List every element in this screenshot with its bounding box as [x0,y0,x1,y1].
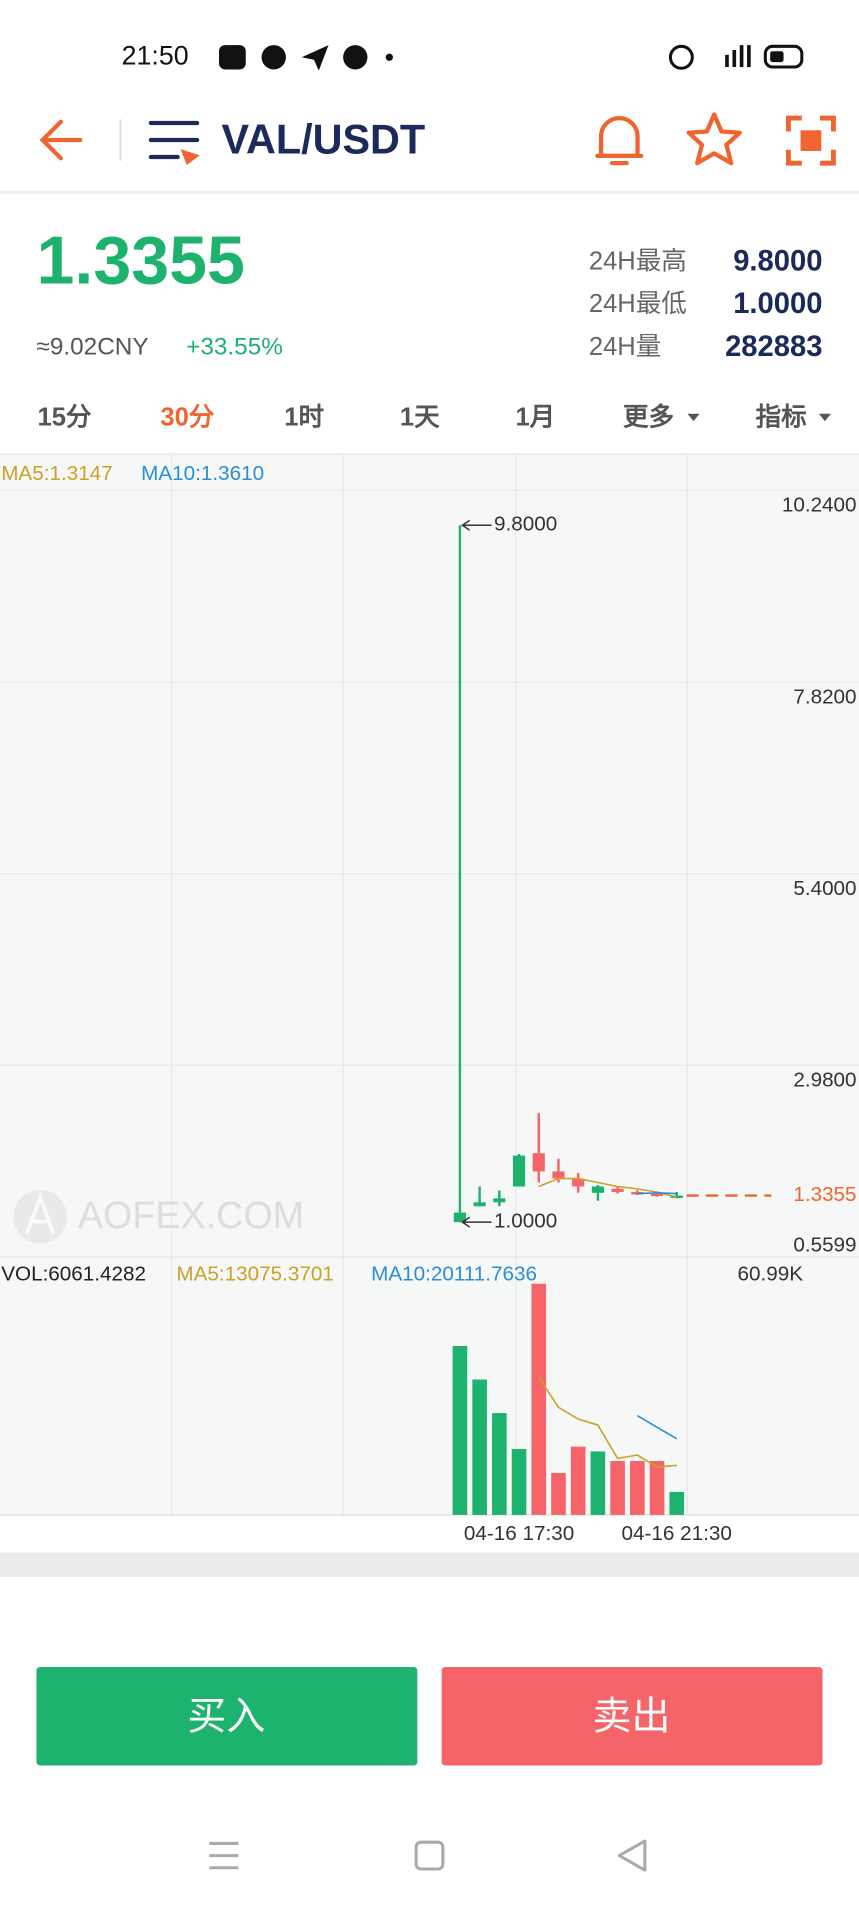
candle-body [493,1198,506,1203]
volume-bar [452,1346,468,1515]
volume-bar [551,1472,566,1515]
sell-button[interactable] [441,1666,823,1766]
volume-bar [630,1461,645,1515]
back-button[interactable] [39,119,83,161]
alert-button[interactable] [595,116,644,166]
min-label: 1.0000 [494,1210,557,1233]
volume-bar [649,1461,665,1515]
timeframe-tab[interactable]: 指标 [756,402,807,431]
charts: 10.2400 7.8200 5.4000 2.9800 0.5599 04-16 17:… [0,462,859,1545]
candle-body [453,1212,467,1223]
candle-body [552,1171,565,1179]
legend-entry: MA10:20111.7636 [371,1263,537,1286]
nav-bar [209,1839,647,1872]
x-tick-label: 04-16 17:30 [464,1522,574,1545]
buy-button[interactable] [36,1666,418,1766]
legend-entry: MA5:1.3147 [1,462,112,485]
x-tick-label: 04-16 21:30 [622,1522,732,1545]
timeframe-tab[interactable]: 更多 [623,403,674,431]
candle-body [532,1153,545,1172]
volume-bar [570,1446,586,1515]
ma-line [538,1376,677,1468]
watermark: AOFEX.COM [78,1194,304,1236]
volume-bar [472,1379,487,1515]
ma-line [637,1192,677,1195]
ma-line [538,1177,677,1198]
v-grid [170,453,689,1517]
min-label-arrow [461,1216,492,1228]
max-label: 9.8000 [494,513,557,536]
y-tick-label: 60.99K [737,1263,803,1286]
sell-label: 卖出 [593,1696,671,1739]
timeframe-tab[interactable]: 1天 [400,403,440,431]
scan-button[interactable] [785,115,836,166]
max-label-arrow [461,519,492,531]
legend-entry: MA10:1.3610 [141,462,264,485]
candle-body [611,1188,624,1193]
volume-bar [531,1283,547,1515]
volume-bar [610,1461,625,1515]
candle-body [512,1155,526,1187]
status-time: 21:50 [122,40,189,70]
section-divider [0,1552,859,1577]
menu-button[interactable] [148,120,200,166]
stat-label: 24H量 [589,333,661,361]
last-price: 1.3355 [37,222,245,298]
stat-value: 282883 [725,331,822,363]
timeframe-tab[interactable]: 15分 [38,403,92,431]
last-price-label: 1.3355 [793,1183,856,1206]
stat-value: 9.8000 [733,246,822,278]
stat-label: 24H最低 [589,290,687,318]
pair-title: VAL/USDT [221,116,425,162]
chart-area [0,453,859,1517]
candle-body [473,1202,486,1207]
watermark-logo [13,1190,67,1244]
volume-bar [492,1413,507,1515]
stat-value: 1.0000 [733,288,822,320]
timeframe-tab[interactable]: 1时 [284,403,324,431]
volume-bar [511,1449,527,1515]
candle-body [572,1178,585,1187]
y-tick-label: 10.2400 [782,494,857,517]
stat-label: 24H最高 [589,248,687,276]
legend-entry: MA5:13075.3701 [176,1263,333,1286]
candle-body [591,1186,604,1193]
volume-bar [590,1451,606,1515]
timeframe-tab[interactable]: 30分 [160,403,214,431]
buy-label: 买入 [187,1696,265,1739]
price-change: +33.55% [186,333,283,360]
y-tick-label: 2.9800 [793,1069,856,1092]
favorite-button[interactable] [686,112,742,166]
timeframe-tab[interactable]: 1月 [515,403,555,431]
candle-body [650,1193,664,1197]
y-tick-label: 0.5599 [793,1233,856,1256]
cny-price: ≈9.02CNY [37,333,149,360]
y-tick-label: 7.8200 [793,685,856,708]
status-icons [219,44,804,71]
volume-title: VOL:6061.4282 [1,1263,146,1286]
volume-bar [669,1491,685,1515]
y-tick-label: 5.4000 [793,877,856,900]
ma-line [636,1414,678,1440]
